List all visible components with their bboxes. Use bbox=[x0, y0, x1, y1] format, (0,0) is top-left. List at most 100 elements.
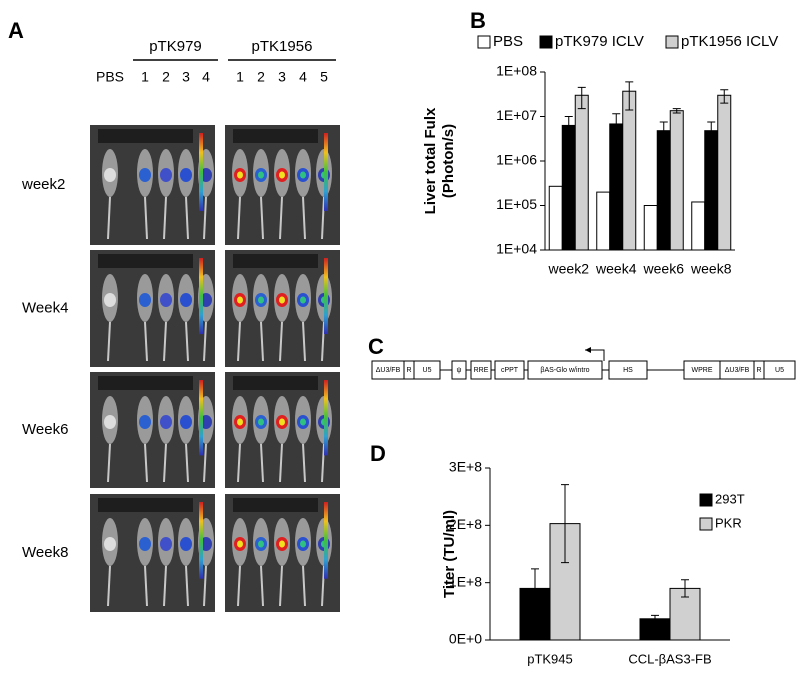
element-label: R bbox=[756, 367, 761, 374]
color-scale bbox=[199, 502, 203, 579]
error-bar bbox=[612, 113, 621, 148]
mouse-tail bbox=[163, 565, 167, 607]
bar bbox=[643, 205, 658, 251]
bar bbox=[669, 110, 684, 251]
color-scale bbox=[199, 258, 203, 335]
legend-label: pTK979 ICLV bbox=[555, 33, 644, 50]
signal bbox=[180, 293, 192, 307]
signal bbox=[180, 415, 192, 429]
mouse-tail bbox=[107, 196, 111, 240]
element-label: R bbox=[406, 367, 411, 374]
signal-core bbox=[300, 296, 306, 304]
image-bar bbox=[98, 129, 193, 143]
mouse-tail bbox=[321, 443, 325, 483]
lane-label: 1 bbox=[141, 69, 149, 85]
signal-core bbox=[300, 540, 306, 548]
legend-swatch bbox=[539, 35, 553, 49]
mouse-tail bbox=[185, 321, 189, 362]
signal-core bbox=[300, 171, 306, 179]
element-box bbox=[413, 360, 441, 380]
promoter-arrow bbox=[585, 349, 605, 361]
image-bar bbox=[233, 129, 318, 143]
element-label: HS bbox=[623, 367, 633, 374]
mouse-tail bbox=[163, 321, 167, 362]
y-tick-label: 1E+8 bbox=[449, 573, 482, 589]
bar bbox=[717, 94, 732, 251]
signal-core bbox=[258, 171, 264, 179]
element-label: ΔU3/FB bbox=[725, 367, 750, 374]
error-bar bbox=[625, 81, 634, 111]
legend-swatch bbox=[699, 493, 713, 507]
mouse-tail bbox=[185, 565, 189, 607]
mouse-tail bbox=[237, 196, 241, 240]
element-label: U5 bbox=[423, 367, 432, 374]
color-scale bbox=[324, 258, 328, 335]
panel-label: C bbox=[368, 334, 384, 359]
element-label: RRE bbox=[474, 367, 489, 374]
mouse-tail bbox=[185, 443, 189, 483]
error-bar bbox=[564, 116, 573, 144]
signal bbox=[139, 168, 151, 182]
signal bbox=[104, 537, 116, 551]
signal-core bbox=[237, 418, 243, 426]
row-label: Week8 bbox=[22, 544, 68, 561]
mouse-tail bbox=[144, 321, 148, 362]
mouse-tail bbox=[185, 196, 189, 240]
signal-core bbox=[258, 418, 264, 426]
error-bar bbox=[672, 108, 681, 114]
row-label: Week6 bbox=[22, 421, 68, 438]
signal-core bbox=[258, 540, 264, 548]
panel-label: D bbox=[370, 441, 386, 466]
y-tick-label: 1E+08 bbox=[496, 63, 537, 79]
error-bar bbox=[659, 121, 668, 148]
element-box bbox=[608, 360, 648, 380]
mouse-tail bbox=[302, 196, 306, 240]
element-box bbox=[470, 360, 492, 380]
error-bar bbox=[561, 484, 569, 564]
image-bar bbox=[233, 498, 318, 512]
mouse-tail bbox=[279, 196, 283, 240]
image-bar bbox=[98, 498, 193, 512]
element-label: cPPT bbox=[501, 367, 519, 374]
lane-label: 3 bbox=[182, 69, 190, 85]
mouse-tail bbox=[260, 196, 264, 240]
mouse-tail bbox=[144, 443, 148, 483]
bar bbox=[691, 201, 706, 251]
x-tick-label: pTK945 bbox=[527, 651, 573, 666]
signal-core bbox=[300, 418, 306, 426]
bar bbox=[596, 191, 611, 251]
color-scale bbox=[199, 133, 203, 211]
lane-label: PBS bbox=[96, 69, 124, 85]
element-box bbox=[763, 360, 796, 380]
legend-label: 293T bbox=[715, 491, 745, 506]
legend-label: PBS bbox=[493, 33, 523, 50]
element-label: WPRE bbox=[692, 367, 713, 374]
signal bbox=[104, 168, 116, 182]
signal bbox=[104, 293, 116, 307]
mouse-tail bbox=[107, 565, 111, 607]
legend-swatch bbox=[477, 35, 491, 49]
mouse-tail bbox=[163, 196, 167, 240]
mouse-tail bbox=[279, 321, 283, 362]
element-label: U5 bbox=[775, 367, 784, 374]
lane-label: 5 bbox=[320, 69, 328, 85]
signal bbox=[139, 293, 151, 307]
signal-core bbox=[237, 540, 243, 548]
mouse-tail bbox=[237, 443, 241, 483]
signal bbox=[160, 168, 172, 182]
signal bbox=[160, 537, 172, 551]
panel-label: B bbox=[470, 8, 486, 33]
lane-label: 1 bbox=[236, 69, 244, 85]
element-label: ΔU3/FB bbox=[376, 367, 401, 374]
signal bbox=[160, 415, 172, 429]
y-tick-label: 1E+07 bbox=[496, 107, 537, 123]
color-scale bbox=[199, 380, 203, 456]
mouse-tail bbox=[260, 321, 264, 362]
signal bbox=[180, 168, 192, 182]
signal bbox=[139, 537, 151, 551]
mouse-tail bbox=[203, 565, 207, 607]
element-box bbox=[451, 360, 467, 380]
lane-label: 4 bbox=[202, 69, 210, 85]
error-bar bbox=[707, 121, 716, 148]
